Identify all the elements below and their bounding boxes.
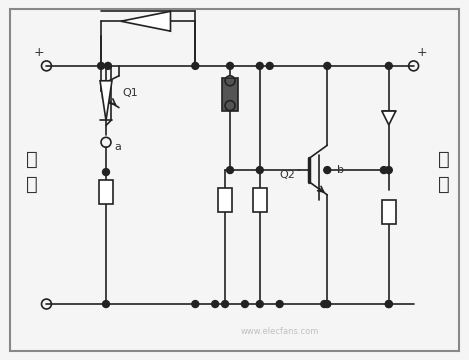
Circle shape <box>192 301 199 307</box>
Polygon shape <box>382 111 396 125</box>
Circle shape <box>321 301 328 307</box>
Circle shape <box>386 301 392 307</box>
Circle shape <box>324 167 331 174</box>
Circle shape <box>266 62 273 69</box>
Circle shape <box>380 167 387 174</box>
Text: 输: 输 <box>26 150 38 169</box>
Circle shape <box>192 62 199 69</box>
Circle shape <box>324 62 331 69</box>
Text: +: + <box>33 46 44 59</box>
Text: 出: 出 <box>26 175 38 194</box>
Circle shape <box>227 167 234 174</box>
Text: Q1: Q1 <box>123 87 139 98</box>
Bar <box>99 180 113 204</box>
Circle shape <box>212 301 219 307</box>
Text: 入: 入 <box>438 175 449 194</box>
Circle shape <box>276 301 283 307</box>
Circle shape <box>98 62 105 69</box>
Circle shape <box>386 62 392 69</box>
Text: 输: 输 <box>438 150 449 169</box>
Text: +: + <box>416 46 427 59</box>
Circle shape <box>221 301 228 307</box>
Polygon shape <box>121 11 171 31</box>
Text: b: b <box>337 165 344 175</box>
Circle shape <box>386 301 392 307</box>
Text: www.elecfans.com: www.elecfans.com <box>241 327 319 336</box>
Circle shape <box>103 168 109 176</box>
Circle shape <box>242 301 249 307</box>
Circle shape <box>257 167 263 174</box>
Circle shape <box>257 301 263 307</box>
Circle shape <box>324 301 331 307</box>
Bar <box>382 200 396 224</box>
Bar <box>253 188 267 212</box>
Circle shape <box>257 62 263 69</box>
Circle shape <box>227 62 234 69</box>
Bar <box>218 188 232 212</box>
Bar <box>222 78 238 111</box>
Text: Q2: Q2 <box>280 170 295 180</box>
Circle shape <box>103 301 109 307</box>
Circle shape <box>386 167 392 174</box>
Circle shape <box>105 62 112 69</box>
Text: a: a <box>114 142 121 152</box>
Polygon shape <box>100 81 112 121</box>
